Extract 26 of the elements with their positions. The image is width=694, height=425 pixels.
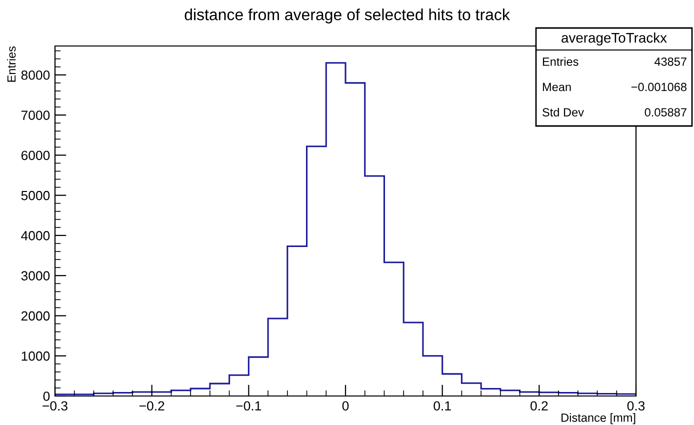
x-tick-label: 0.3 — [627, 401, 645, 411]
text: 0.05887 — [644, 108, 686, 116]
annotation: Entries — [542, 57, 578, 66]
x-tick-label: 0.2 — [530, 401, 548, 411]
y-tick-label: 6000 — [21, 150, 50, 160]
y-tick-label: 4000 — [21, 231, 50, 240]
x-tick-label: 0 — [342, 401, 349, 411]
annotation: −0.001068 — [631, 82, 686, 92]
x-tick-label: −0.3 — [42, 401, 68, 411]
annotation: Mean — [542, 82, 571, 92]
x-tick-label: 0.1 — [434, 401, 451, 411]
y-tick-label: 7000 — [21, 110, 50, 120]
annotation: Std Dev — [542, 108, 584, 116]
y-tick-label: 8000 — [21, 70, 50, 80]
y-tick-label: 0 — [43, 392, 50, 401]
x-tick-label: −0.2 — [139, 401, 164, 411]
y-tick-label: 2000 — [21, 311, 50, 321]
chart-title: distance from average of selected hits to track — [184, 8, 510, 24]
y-tick-label: 1000 — [22, 351, 50, 361]
y-tick-label: 5000 — [21, 190, 50, 200]
x-axis-title: Distance [mm] — [562, 413, 636, 424]
x-tick-label: −0.1 — [236, 401, 262, 411]
text: averageToTrackx — [562, 32, 667, 46]
y-tick-label: 3000 — [21, 271, 50, 280]
text: 43857 — [654, 57, 686, 66]
y-axis-title: Entries — [7, 46, 16, 82]
